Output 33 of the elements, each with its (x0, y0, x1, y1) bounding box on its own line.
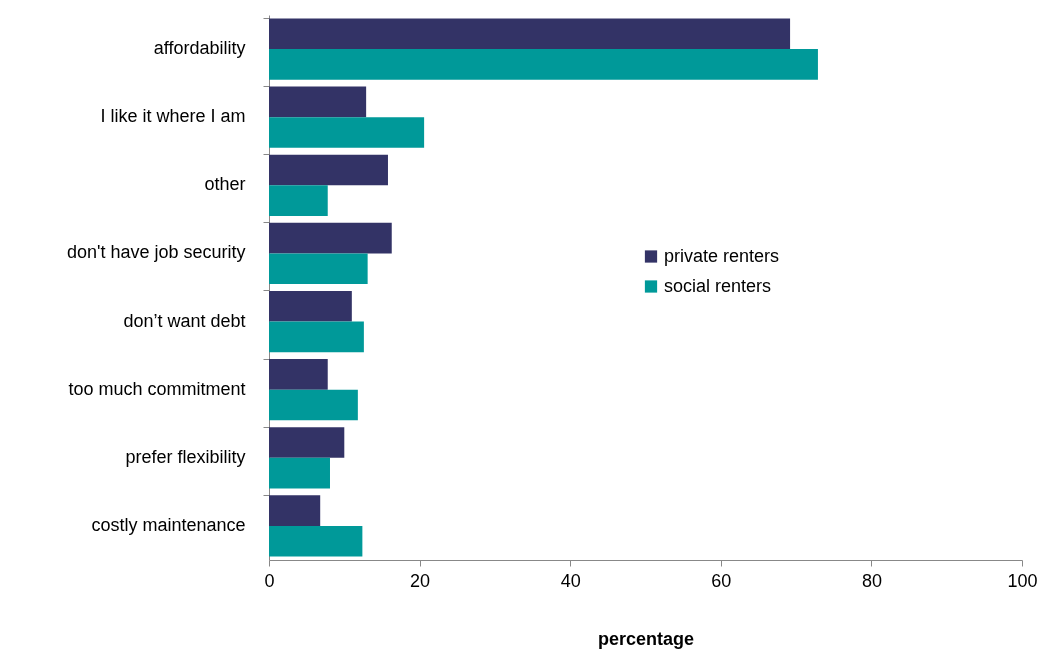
bar (269, 290, 352, 322)
bar (269, 117, 425, 148)
y-tick-label: other (204, 174, 246, 195)
bar (269, 18, 791, 50)
bar (269, 495, 321, 526)
x-tick-label: 40 (560, 570, 581, 591)
bar (269, 154, 388, 186)
y-tick-label: don't have job security (66, 242, 246, 263)
legend-label: private renters (664, 245, 780, 266)
y-tick-label: I like it where I am (100, 106, 246, 127)
bar (269, 389, 358, 421)
bar (269, 457, 330, 489)
bar (269, 427, 345, 458)
bar (269, 253, 368, 285)
x-tick-label: 60 (711, 570, 732, 591)
y-tick-label: don’t want debt (123, 310, 246, 331)
x-tick-label: 20 (410, 570, 431, 591)
y-tick-label: affordability (153, 38, 246, 59)
y-tick-label: costly maintenance (91, 514, 246, 535)
bar (269, 222, 392, 254)
bar (269, 49, 818, 80)
y-tick-label: too much commitment (68, 378, 246, 399)
x-axis-title: percentage (597, 628, 695, 649)
legend-label: social renters (664, 275, 772, 296)
y-tick-label: prefer flexibility (125, 446, 246, 467)
x-tick-label: 0 (264, 570, 275, 591)
bar (269, 185, 328, 216)
bar (269, 359, 328, 390)
x-tick-label: 80 (861, 570, 882, 591)
x-tick-label: 100 (1007, 570, 1038, 591)
bar (269, 86, 367, 118)
bar (269, 525, 363, 557)
bar (269, 321, 364, 353)
